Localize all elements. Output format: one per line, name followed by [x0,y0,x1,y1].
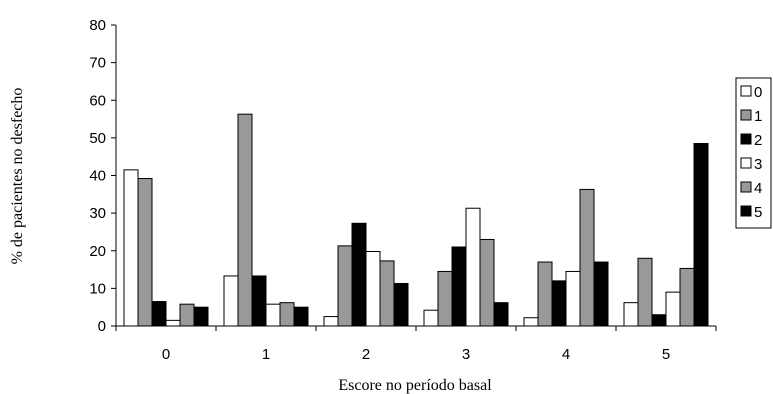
bar-cat-1-series-5 [293,306,309,327]
bar-cat-0-series-4 [179,303,195,327]
y-axis-title: % de pacientes no desfecho [9,88,26,265]
y-tick-label: 20 [89,243,106,260]
bar-cat-5-series-4 [679,267,695,327]
y-tick-label: 0 [98,318,106,335]
bar-cat-4-series-5 [593,261,609,327]
legend-label: 5 [754,204,762,221]
bar-cat-4-series-3 [565,270,581,327]
bar-cat-1-series-4 [279,302,295,327]
legend: 0 1 2 3 4 5 [735,77,772,229]
bar-cat-4-series-4 [579,188,595,327]
y-tick-label: 70 [89,55,106,72]
bar-cat-2-series-0 [323,316,339,327]
bar-cat-1-series-0 [223,275,239,327]
bar-cat-3-series-3 [465,207,481,327]
y-tick-label: 40 [89,168,106,185]
legend-label: 2 [754,132,762,149]
bar-cat-2-series-2 [351,222,367,327]
bars [123,113,709,327]
bar-cat-3-series-1 [437,270,453,327]
x-tick-label: 5 [662,346,670,363]
legend-label: 4 [754,180,762,197]
bar-cat-3-series-5 [493,302,509,327]
y-tick-label: 50 [89,130,106,147]
bar-cat-1-series-1 [237,113,253,327]
bar-cat-4-series-0 [523,317,539,327]
bar-cat-5-series-2 [651,314,667,327]
x-axis-ticks: 0 1 2 3 4 5 [115,326,717,363]
legend-swatch [740,109,752,121]
x-tick-label: 3 [462,346,470,363]
legend-swatch [740,181,752,193]
bar-cat-3-series-2 [451,246,467,327]
bar-cat-4-series-1 [537,261,553,327]
bar-cat-2-series-1 [337,245,353,327]
legend-label: 3 [754,156,762,173]
x-tick-label: 0 [162,346,170,363]
legend-label: 1 [754,108,762,125]
bar-cat-2-series-3 [365,251,381,327]
x-tick-label: 1 [262,346,270,363]
bar-cat-3-series-0 [423,309,439,327]
legend-label: 0 [754,84,762,101]
y-tick-label: 30 [89,205,106,222]
bar-cat-0-series-0 [123,169,139,327]
bar-cat-2-series-5 [393,282,409,327]
y-tick-label: 80 [89,17,106,34]
bar-cat-1-series-2 [251,275,267,327]
y-tick-label: 60 [89,92,106,109]
bar-cat-4-series-2 [551,280,567,327]
bar-cat-5-series-3 [665,291,681,327]
x-tick-label: 2 [362,346,370,363]
bar-cat-0-series-1 [137,178,153,327]
bar-cat-5-series-1 [637,257,653,327]
bar-cat-2-series-4 [379,260,395,327]
y-tick-label: 10 [89,280,106,297]
legend-frame [735,77,772,229]
bar-cat-0-series-5 [193,306,209,327]
bar-cat-5-series-5 [693,143,709,327]
y-axis-ticks: 0 10 20 30 40 50 60 70 80 [89,17,116,335]
bar-cat-0-series-2 [151,301,167,327]
bar-cat-3-series-4 [479,238,495,327]
legend-swatch [740,205,752,217]
legend-swatch [740,157,752,169]
bar-cat-1-series-3 [265,303,281,327]
x-tick-label: 4 [562,346,570,363]
bar-cat-5-series-0 [623,302,639,327]
bar-cat-0-series-3 [165,319,181,327]
x-axis-title: Escore no período basal [338,377,492,394]
legend-swatch [740,133,752,145]
legend-swatch [740,85,752,97]
